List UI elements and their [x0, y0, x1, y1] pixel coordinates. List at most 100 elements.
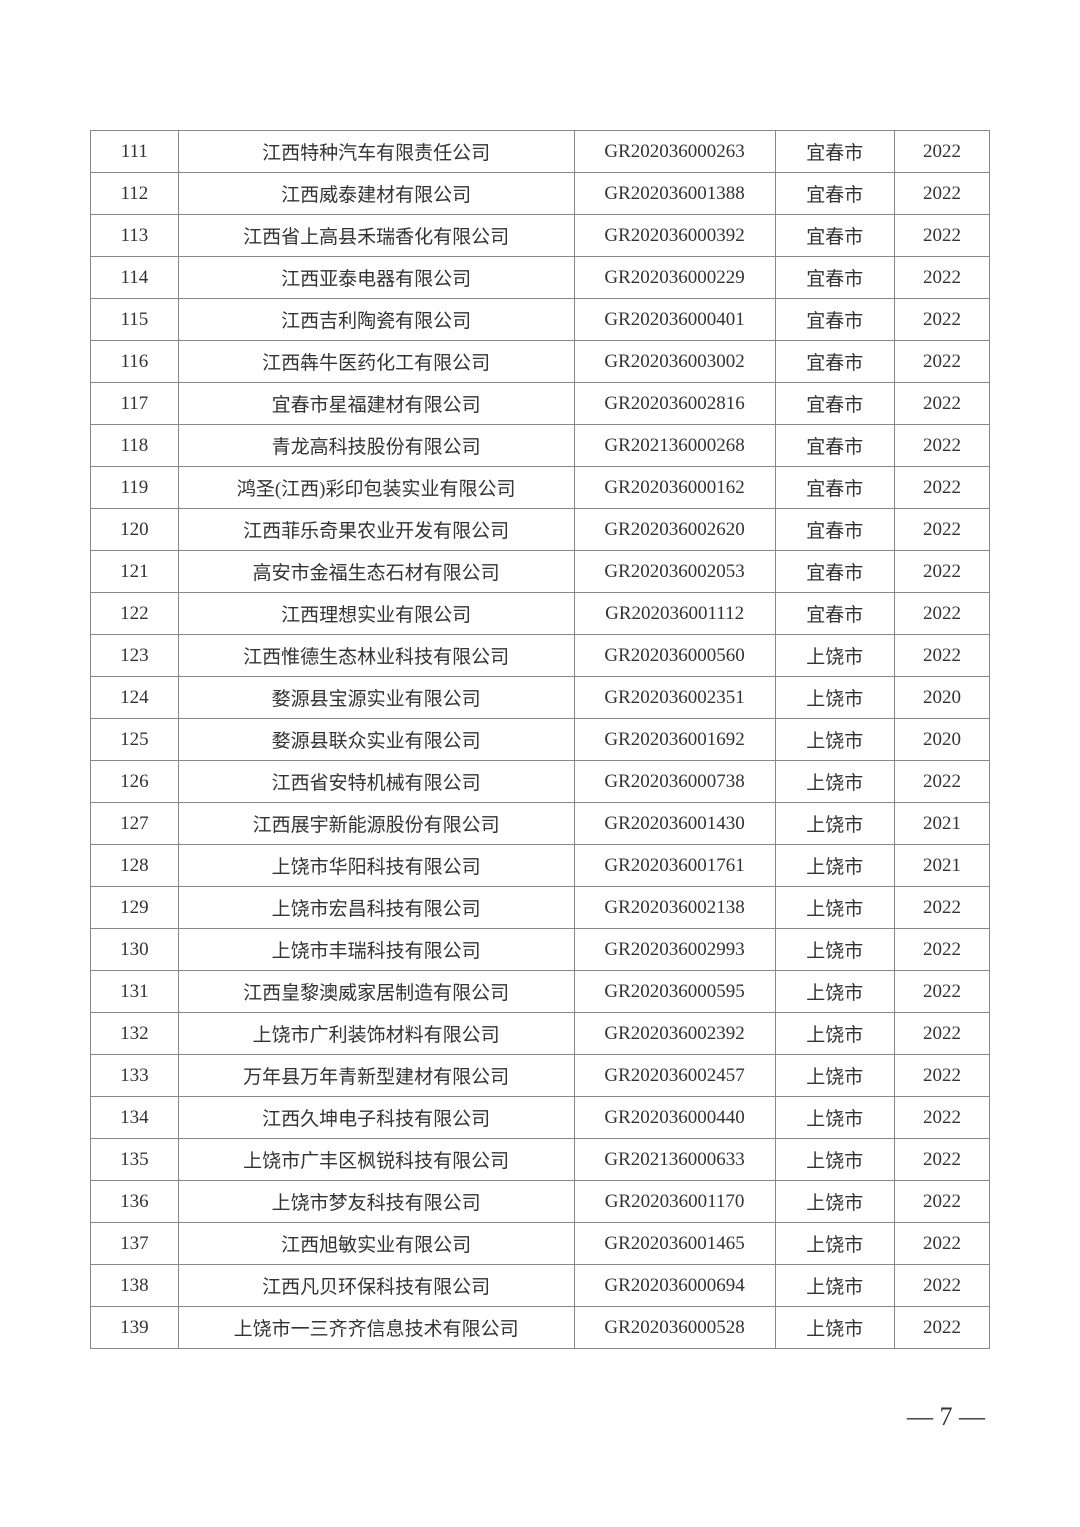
- table-row: 126江西省安特机械有限公司GR202036000738上饶市2022: [91, 761, 990, 803]
- company-name: 婺源县联众实业有限公司: [178, 719, 574, 761]
- registration-code: GR202036000528: [574, 1307, 775, 1349]
- company-name: 上饶市广丰区枫锐科技有限公司: [178, 1139, 574, 1181]
- table-row: 115江西吉利陶瓷有限公司GR202036000401宜春市2022: [91, 299, 990, 341]
- year: 2022: [894, 1181, 989, 1223]
- city: 宜春市: [775, 425, 894, 467]
- row-number: 127: [91, 803, 179, 845]
- row-number: 114: [91, 257, 179, 299]
- city: 宜春市: [775, 467, 894, 509]
- city: 上饶市: [775, 1307, 894, 1349]
- row-number: 112: [91, 173, 179, 215]
- year: 2022: [894, 509, 989, 551]
- row-number: 119: [91, 467, 179, 509]
- row-number: 126: [91, 761, 179, 803]
- company-name: 江西省上高县禾瑞香化有限公司: [178, 215, 574, 257]
- table-row: 138江西凡贝环保科技有限公司GR202036000694上饶市2022: [91, 1265, 990, 1307]
- page-number: — 7 —: [907, 1402, 985, 1432]
- row-number: 122: [91, 593, 179, 635]
- city: 上饶市: [775, 635, 894, 677]
- registration-code: GR202036000738: [574, 761, 775, 803]
- registration-code: GR202036000694: [574, 1265, 775, 1307]
- company-name: 江西省安特机械有限公司: [178, 761, 574, 803]
- registration-code: GR202036000560: [574, 635, 775, 677]
- company-name: 上饶市宏昌科技有限公司: [178, 887, 574, 929]
- row-number: 132: [91, 1013, 179, 1055]
- table-row: 133万年县万年青新型建材有限公司GR202036002457上饶市2022: [91, 1055, 990, 1097]
- city: 宜春市: [775, 173, 894, 215]
- year: 2022: [894, 635, 989, 677]
- year: 2022: [894, 1223, 989, 1265]
- city: 上饶市: [775, 887, 894, 929]
- city: 宜春市: [775, 215, 894, 257]
- registration-code: GR202036000263: [574, 131, 775, 173]
- row-number: 124: [91, 677, 179, 719]
- company-name: 婺源县宝源实业有限公司: [178, 677, 574, 719]
- table-row: 130上饶市丰瑞科技有限公司GR202036002993上饶市2022: [91, 929, 990, 971]
- table-row: 120江西菲乐奇果农业开发有限公司GR202036002620宜春市2022: [91, 509, 990, 551]
- company-name: 江西亚泰电器有限公司: [178, 257, 574, 299]
- registration-code: GR202036002351: [574, 677, 775, 719]
- company-name: 江西菲乐奇果农业开发有限公司: [178, 509, 574, 551]
- table-row: 137江西旭敏实业有限公司GR202036001465上饶市2022: [91, 1223, 990, 1265]
- company-name: 万年县万年青新型建材有限公司: [178, 1055, 574, 1097]
- year: 2022: [894, 887, 989, 929]
- row-number: 120: [91, 509, 179, 551]
- company-name: 江西吉利陶瓷有限公司: [178, 299, 574, 341]
- year: 2022: [894, 1139, 989, 1181]
- city: 宜春市: [775, 341, 894, 383]
- city: 宜春市: [775, 551, 894, 593]
- company-name: 青龙高科技股份有限公司: [178, 425, 574, 467]
- row-number: 139: [91, 1307, 179, 1349]
- table-row: 132上饶市广利装饰材料有限公司GR202036002392上饶市2022: [91, 1013, 990, 1055]
- table-row: 112江西威泰建材有限公司GR202036001388宜春市2022: [91, 173, 990, 215]
- table-row: 125婺源县联众实业有限公司GR202036001692上饶市2020: [91, 719, 990, 761]
- company-name: 江西犇牛医药化工有限公司: [178, 341, 574, 383]
- city: 宜春市: [775, 299, 894, 341]
- registration-code: GR202036002457: [574, 1055, 775, 1097]
- registration-code: GR202036002620: [574, 509, 775, 551]
- table-row: 134江西久坤电子科技有限公司GR202036000440上饶市2022: [91, 1097, 990, 1139]
- registration-code: GR202036001465: [574, 1223, 775, 1265]
- city: 上饶市: [775, 1013, 894, 1055]
- data-table: 111江西特种汽车有限责任公司GR202036000263宜春市2022112江…: [90, 130, 990, 1349]
- year: 2022: [894, 425, 989, 467]
- table-row: 119鸿圣(江西)彩印包装实业有限公司GR202036000162宜春市2022: [91, 467, 990, 509]
- table-row: 118青龙高科技股份有限公司GR202136000268宜春市2022: [91, 425, 990, 467]
- year: 2022: [894, 215, 989, 257]
- row-number: 111: [91, 131, 179, 173]
- year: 2022: [894, 299, 989, 341]
- year: 2022: [894, 1265, 989, 1307]
- company-name: 江西皇黎澳威家居制造有限公司: [178, 971, 574, 1013]
- city: 上饶市: [775, 761, 894, 803]
- year: 2022: [894, 593, 989, 635]
- row-number: 118: [91, 425, 179, 467]
- city: 上饶市: [775, 677, 894, 719]
- table-row: 128上饶市华阳科技有限公司GR202036001761上饶市2021: [91, 845, 990, 887]
- table-row: 135上饶市广丰区枫锐科技有限公司GR202136000633上饶市2022: [91, 1139, 990, 1181]
- year: 2022: [894, 1055, 989, 1097]
- year: 2022: [894, 1097, 989, 1139]
- company-name: 江西久坤电子科技有限公司: [178, 1097, 574, 1139]
- registration-code: GR202036003002: [574, 341, 775, 383]
- year: 2022: [894, 1307, 989, 1349]
- table-row: 117宜春市星福建材有限公司GR202036002816宜春市2022: [91, 383, 990, 425]
- year: 2022: [894, 971, 989, 1013]
- city: 上饶市: [775, 1139, 894, 1181]
- city: 上饶市: [775, 1223, 894, 1265]
- table-row: 111江西特种汽车有限责任公司GR202036000263宜春市2022: [91, 131, 990, 173]
- table-row: 131江西皇黎澳威家居制造有限公司GR202036000595上饶市2022: [91, 971, 990, 1013]
- registration-code: GR202036002993: [574, 929, 775, 971]
- year: 2022: [894, 929, 989, 971]
- registration-code: GR202036002053: [574, 551, 775, 593]
- row-number: 133: [91, 1055, 179, 1097]
- table-row: 114江西亚泰电器有限公司GR202036000229宜春市2022: [91, 257, 990, 299]
- registration-code: GR202036001112: [574, 593, 775, 635]
- table-row: 113江西省上高县禾瑞香化有限公司GR202036000392宜春市2022: [91, 215, 990, 257]
- registration-code: GR202036001692: [574, 719, 775, 761]
- year: 2021: [894, 845, 989, 887]
- registration-code: GR202036002392: [574, 1013, 775, 1055]
- year: 2022: [894, 1013, 989, 1055]
- city: 宜春市: [775, 131, 894, 173]
- table-row: 136上饶市梦友科技有限公司GR202036001170上饶市2022: [91, 1181, 990, 1223]
- row-number: 130: [91, 929, 179, 971]
